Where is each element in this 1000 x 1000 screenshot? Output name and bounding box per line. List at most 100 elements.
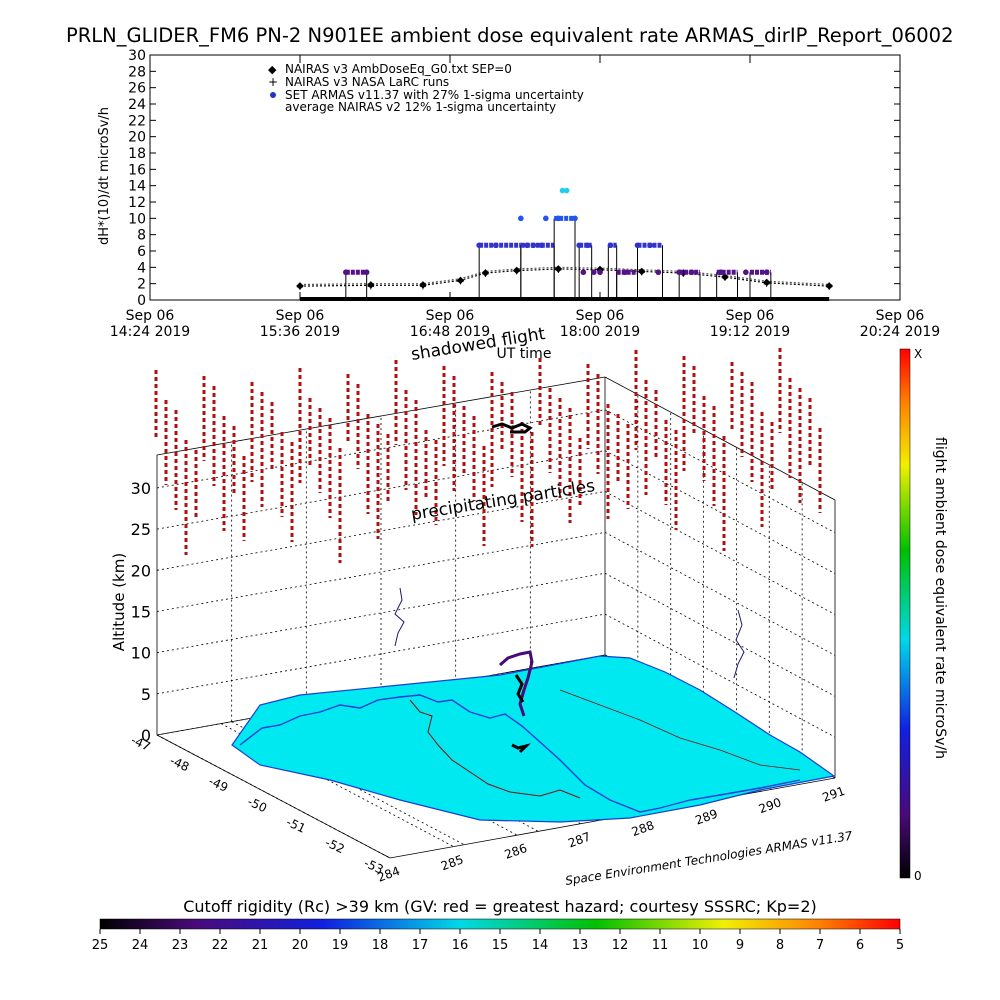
longitude-tick-label: 287: [566, 829, 592, 850]
series-point-nairas-larc: +: [367, 281, 375, 292]
cutoff-tick-label: 19: [332, 938, 349, 953]
x-tick-label-time: 14:24 2019: [110, 324, 190, 340]
series-point-nairas-g0: ◆: [482, 267, 490, 278]
armas-point: [688, 269, 695, 276]
track-right-wall-projection: [733, 609, 745, 679]
armas-point: [563, 187, 570, 194]
armas-point: [676, 269, 682, 276]
armas-point: [524, 242, 530, 249]
floor-edge: [156, 734, 391, 859]
armas-point: [655, 269, 662, 276]
altitude-gridline: [604, 613, 836, 738]
legend-entry-nairas-v2: average NAIRAS v2 12% 1-sigma uncertaint…: [285, 100, 556, 114]
altitude-tick-label: 25: [131, 520, 151, 539]
altitude-3d-plot: 051015202530-47-48-49-50-51-52-532842852…: [110, 348, 854, 888]
altitude-gridline: [604, 532, 836, 656]
altitude-tick-label: 20: [131, 561, 151, 580]
cutoff-tick-label: 24: [132, 938, 149, 953]
latitude-tick-label: -48: [168, 753, 192, 774]
armas-point: [476, 242, 482, 249]
armas-point: [543, 215, 549, 222]
armas-point: [763, 269, 770, 276]
armas-point: [634, 242, 641, 249]
floor-gridline: [220, 723, 454, 847]
credit-text: Space Environment Technologies ARMAS v11…: [564, 829, 854, 888]
armas-point: [555, 215, 562, 222]
x-tick-label-date: Sep 06: [876, 308, 925, 324]
cutoff-tick-label: 15: [492, 938, 509, 953]
altitude-tick-label: 15: [131, 602, 151, 621]
dose-colorbar: X 0 flight ambient dose equivalent rate …: [899, 347, 948, 883]
y-tick-label: 0: [137, 293, 146, 309]
series-point-nairas-larc: +: [512, 267, 520, 278]
y-tick-label: 8: [137, 228, 146, 244]
legend: ◆ NAIRAS v3 AmbDoseEq_G0.txt SEP=0 + NAI…: [268, 62, 584, 114]
altitude-gridline: [604, 450, 836, 574]
armas-point: [607, 242, 614, 249]
series-point-nairas-larc: +: [637, 267, 645, 278]
cutoff-tick-label: 11: [652, 938, 669, 953]
cutoff-tick-label: 18: [372, 938, 389, 953]
latitude-tick-label: -49: [207, 774, 231, 795]
armas-point: [597, 269, 603, 276]
border-line: [409, 699, 581, 799]
y-tick-label: 20: [128, 130, 146, 146]
y-tick-label: 16: [128, 162, 146, 178]
series-point-nairas-larc: +: [679, 269, 687, 280]
armas-point: [584, 242, 591, 249]
latitude-tick-label: -51: [284, 815, 308, 836]
legend-entry-armas: SET ARMAS v11.37 with 27% 1-sigma uncert…: [285, 88, 584, 102]
armas-point: [580, 269, 587, 276]
armas-point: [647, 242, 653, 249]
cutoff-colorbar-ticks: 25 24 23 22 21 20 19 18 17 16 15 14 13 12 11 10 9 8 7 6 5: [92, 929, 904, 953]
y-tick-label: 28: [128, 64, 146, 80]
cutoff-tick-label: 8: [776, 938, 784, 953]
series-point-nairas-g0: ◆: [419, 280, 427, 291]
legend-entry-nairas-larc: NAIRAS v3 NASA LaRC runs: [285, 75, 449, 89]
altitude-gridline: [156, 491, 606, 571]
cutoff-tick-label: 17: [412, 938, 429, 953]
series-point-nairas-g0: ◆: [554, 263, 562, 274]
dose-colorbar-label: flight ambient dose equivalent rate micr…: [932, 437, 948, 759]
cutoff-tick-label: 7: [816, 938, 824, 953]
y-tick-label: 26: [128, 81, 146, 97]
altitude-gridline: [604, 491, 836, 615]
armas-point: [363, 269, 370, 276]
dose-colorbar-top-label: X: [914, 347, 922, 361]
figure-title: PRLN_GLIDER_FM6 PN-2 N901EE ambient dose…: [66, 24, 954, 47]
cutoff-tick-label: 20: [292, 938, 309, 953]
armas-point: [343, 269, 349, 276]
series-point-nairas-g0: ◆: [721, 272, 729, 283]
cutoff-tick-label: 12: [612, 938, 629, 953]
x-tick-label-time: 20:24 2019: [860, 324, 940, 340]
series-point-nairas-g0: ◆: [513, 265, 521, 276]
ground-map: [231, 655, 836, 823]
cutoff-colorbar-gradient: [99, 918, 901, 930]
armas-point: [576, 242, 582, 249]
armas-point: [538, 242, 545, 249]
armas-point: [572, 215, 578, 222]
series-point-nairas-g0: ◆: [638, 266, 646, 277]
y-tick-label: 2: [137, 277, 146, 293]
wall-edge: [604, 376, 836, 501]
track-left-wall-projection: [394, 587, 405, 647]
y-tick-label: 12: [128, 195, 146, 211]
series-point-nairas-larc: +: [825, 282, 833, 293]
cutoff-tick-label: 6: [856, 938, 864, 953]
x-tick-label-time: 16:48 2019: [410, 324, 490, 340]
altitude-tick-label: 10: [131, 644, 151, 663]
x-tick-label-date: Sep 06: [126, 308, 175, 324]
inland-boundary: [559, 689, 801, 771]
coastline: [239, 694, 801, 813]
longitude-tick-label: 285: [439, 852, 465, 873]
legend-entry-nairas-g0: NAIRAS v3 AmbDoseEq_G0.txt SEP=0: [285, 62, 512, 76]
series-point-nairas-larc: +: [554, 265, 562, 276]
cutoff-tick-label: 21: [252, 938, 269, 953]
y-tick-label: 10: [128, 211, 146, 227]
cutoff-rigidity-label: Cutoff rigidity (Rc) >39 km (GV: red = g…: [183, 897, 817, 916]
armas-point: [559, 187, 566, 194]
y-tick-label: 18: [128, 146, 146, 162]
